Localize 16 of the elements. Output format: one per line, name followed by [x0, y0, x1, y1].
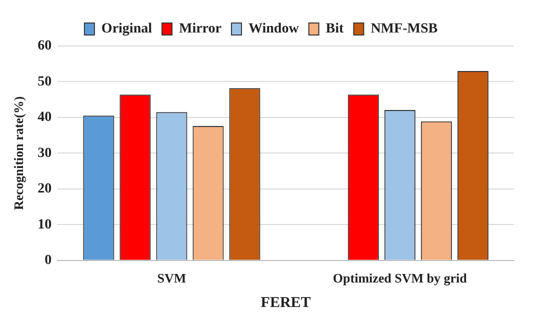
legend-label: Bit [326, 22, 344, 37]
legend-label: Original [101, 22, 152, 37]
y-tick-label: 40 [38, 110, 52, 126]
y-tick-label: 30 [38, 146, 52, 161]
legend-label: NMF-MSB [370, 22, 438, 37]
x-axis-title: FERET [260, 294, 311, 311]
x-tick-label: SVM [157, 270, 186, 286]
y-tick-label: 60 [38, 38, 52, 54]
y-tick-label: 0 [44, 253, 52, 268]
legend-label: Mirror [178, 22, 222, 37]
y-tick-label: 50 [38, 74, 52, 90]
legend-label: Window [248, 22, 300, 37]
y-tick-label: 20 [38, 182, 52, 197]
y-axis-title: Recognition rate(%) [11, 96, 26, 210]
x-tick-label: Optimized SVM by grid [332, 270, 468, 286]
y-tick-label: 10 [38, 217, 52, 232]
